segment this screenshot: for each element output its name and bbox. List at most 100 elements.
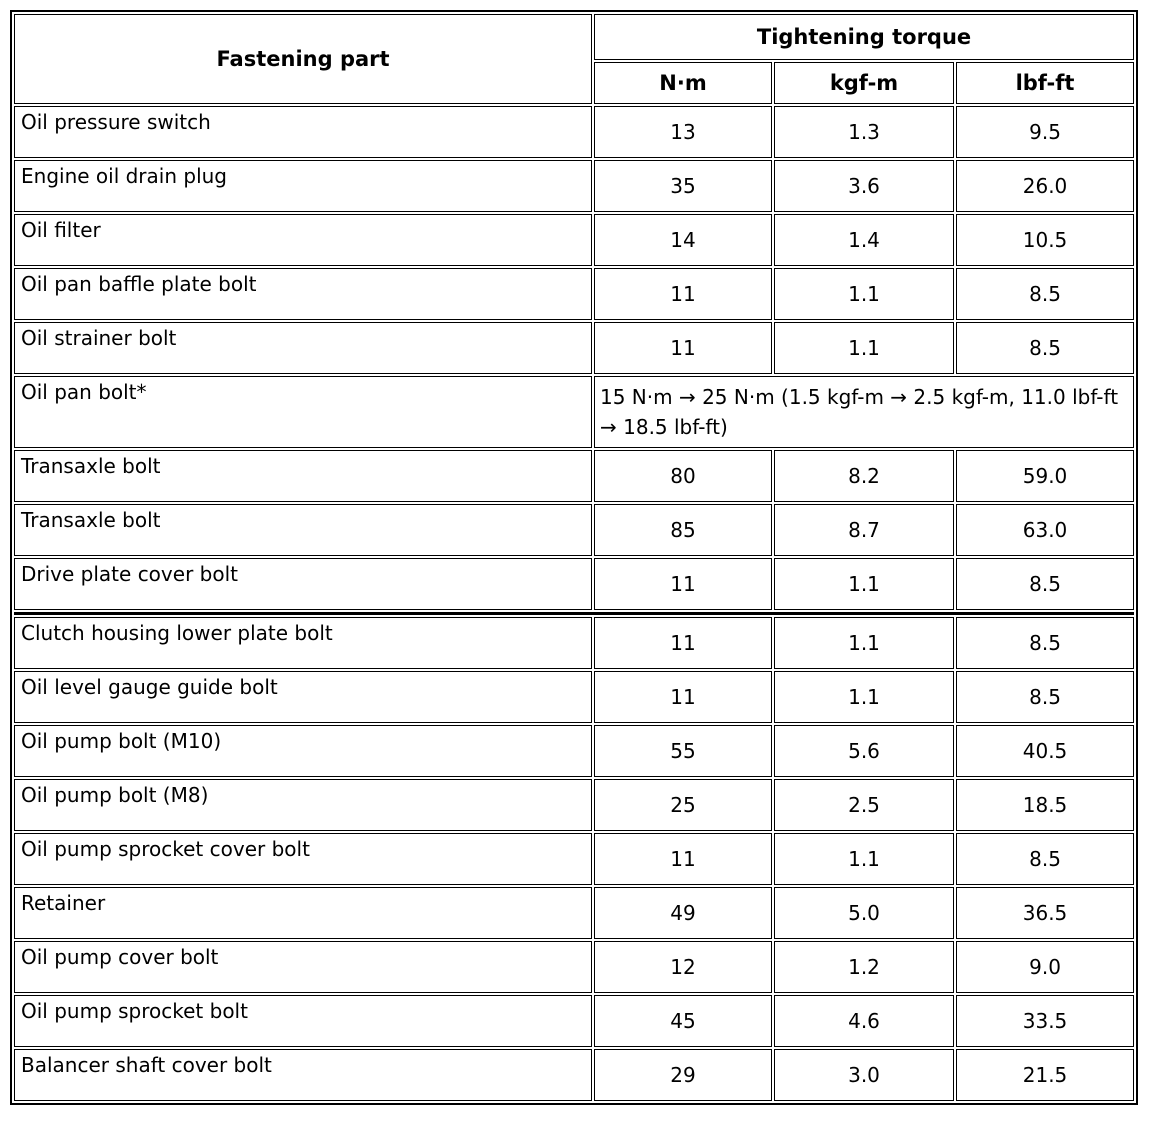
tightening-torque-header: Tightening torque xyxy=(594,14,1135,60)
part-name-cell: Oil pump bolt (M10) xyxy=(14,725,592,777)
unit-header-lbfft: lbf-ft xyxy=(956,62,1135,104)
nm-value-cell: 35 xyxy=(594,160,772,212)
kgfm-value-cell: 1.1 xyxy=(774,617,954,669)
kgfm-value-cell: 1.2 xyxy=(774,941,954,993)
part-name-cell: Clutch housing lower plate bolt xyxy=(14,617,592,669)
nm-value-cell: 25 xyxy=(594,779,772,831)
kgfm-value-cell: 5.0 xyxy=(774,887,954,939)
kgfm-value-cell: 1.4 xyxy=(774,214,954,266)
table-row: Oil pressure switch 13 1.3 9.5 xyxy=(14,106,1135,158)
table-row: Oil pump bolt (M10) 55 5.6 40.5 xyxy=(14,725,1135,777)
unit-header-nm: N·m xyxy=(594,62,772,104)
nm-value-cell: 14 xyxy=(594,214,772,266)
lbfft-value-cell: 33.5 xyxy=(956,995,1135,1047)
kgfm-value-cell: 8.2 xyxy=(774,450,954,502)
kgfm-value-cell: 3.0 xyxy=(774,1049,954,1101)
nm-value-cell: 11 xyxy=(594,558,772,610)
table-row: Oil level gauge guide bolt 11 1.1 8.5 xyxy=(14,671,1135,723)
part-name-cell: Drive plate cover bolt xyxy=(14,558,592,610)
kgfm-value-cell: 1.1 xyxy=(774,558,954,610)
torque-table: Fastening part Tightening torque N·m kgf… xyxy=(10,10,1139,1105)
torque-range-cell: 15 N·m → 25 N·m (1.5 kgf-m → 2.5 kgf-m, … xyxy=(594,376,1135,448)
table-row: Drive plate cover bolt 11 1.1 8.5 xyxy=(14,558,1135,610)
part-name-cell: Retainer xyxy=(14,887,592,939)
lbfft-value-cell: 8.5 xyxy=(956,268,1135,320)
lbfft-value-cell: 10.5 xyxy=(956,214,1135,266)
part-name-cell: Oil pump sprocket cover bolt xyxy=(14,833,592,885)
part-name-cell: Oil pump sprocket bolt xyxy=(14,995,592,1047)
header-row-top: Fastening part Tightening torque xyxy=(14,14,1135,104)
header-row-units: N·m kgf-m lbf-ft xyxy=(14,62,1135,104)
table-row: Oil pan baffle plate bolt 11 1.1 8.5 xyxy=(14,268,1135,320)
lbfft-value-cell: 8.5 xyxy=(956,617,1135,669)
nm-value-cell: 49 xyxy=(594,887,772,939)
kgfm-value-cell: 3.6 xyxy=(774,160,954,212)
nm-value-cell: 11 xyxy=(594,833,772,885)
kgfm-value-cell: 2.5 xyxy=(774,779,954,831)
part-name-cell: Oil level gauge guide bolt xyxy=(14,671,592,723)
table-row: Oil strainer bolt 11 1.1 8.5 xyxy=(14,322,1135,374)
kgfm-value-cell: 1.3 xyxy=(774,106,954,158)
nm-value-cell: 55 xyxy=(594,725,772,777)
table-row: Clutch housing lower plate bolt 11 1.1 8… xyxy=(14,617,1135,669)
table-row: Balancer shaft cover bolt 29 3.0 21.5 xyxy=(14,1049,1135,1101)
lbfft-value-cell: 8.5 xyxy=(956,558,1135,610)
part-name-cell: Oil pan baffle plate bolt xyxy=(14,268,592,320)
lbfft-value-cell: 8.5 xyxy=(956,322,1135,374)
lbfft-value-cell: 63.0 xyxy=(956,504,1135,556)
part-name-cell: Transaxle bolt xyxy=(14,504,592,556)
part-name-cell: Oil strainer bolt xyxy=(14,322,592,374)
part-name-cell: Balancer shaft cover bolt xyxy=(14,1049,592,1101)
nm-value-cell: 11 xyxy=(594,671,772,723)
nm-value-cell: 11 xyxy=(594,268,772,320)
part-name-cell: Oil pressure switch xyxy=(14,106,592,158)
table-row: Oil pump sprocket cover bolt 11 1.1 8.5 xyxy=(14,833,1135,885)
nm-value-cell: 11 xyxy=(594,617,772,669)
kgfm-value-cell: 4.6 xyxy=(774,995,954,1047)
fastening-part-header: Fastening part xyxy=(14,14,592,104)
part-name-cell: Oil filter xyxy=(14,214,592,266)
nm-value-cell: 80 xyxy=(594,450,772,502)
lbfft-value-cell: 59.0 xyxy=(956,450,1135,502)
table-row: Transaxle bolt 80 8.2 59.0 xyxy=(14,450,1135,502)
lbfft-value-cell: 9.0 xyxy=(956,941,1135,993)
kgfm-value-cell: 8.7 xyxy=(774,504,954,556)
nm-value-cell: 12 xyxy=(594,941,772,993)
section-separator-fill xyxy=(15,613,1134,614)
lbfft-value-cell: 21.5 xyxy=(956,1049,1135,1101)
table-row: Oil filter 14 1.4 10.5 xyxy=(14,214,1135,266)
kgfm-value-cell: 1.1 xyxy=(774,671,954,723)
lbfft-value-cell: 8.5 xyxy=(956,671,1135,723)
part-name-cell: Oil pump cover bolt xyxy=(14,941,592,993)
lbfft-value-cell: 9.5 xyxy=(956,106,1135,158)
unit-header-kgfm: kgf-m xyxy=(774,62,954,104)
kgfm-value-cell: 1.1 xyxy=(774,268,954,320)
lbfft-value-cell: 18.5 xyxy=(956,779,1135,831)
lbfft-value-cell: 8.5 xyxy=(956,833,1135,885)
table-row-oil-pan-bolt: Oil pan bolt* 15 N·m → 25 N·m (1.5 kgf-m… xyxy=(14,376,1135,448)
table-row: Oil pump bolt (M8) 25 2.5 18.5 xyxy=(14,779,1135,831)
nm-value-cell: 29 xyxy=(594,1049,772,1101)
nm-value-cell: 13 xyxy=(594,106,772,158)
lbfft-value-cell: 26.0 xyxy=(956,160,1135,212)
kgfm-value-cell: 5.6 xyxy=(774,725,954,777)
kgfm-value-cell: 1.1 xyxy=(774,322,954,374)
kgfm-value-cell: 1.1 xyxy=(774,833,954,885)
part-name-cell: Oil pan bolt* xyxy=(14,376,592,448)
table-row: Engine oil drain plug 35 3.6 26.0 xyxy=(14,160,1135,212)
lbfft-value-cell: 40.5 xyxy=(956,725,1135,777)
section-separator xyxy=(14,612,1135,615)
section-separator-bar xyxy=(14,612,1135,615)
nm-value-cell: 45 xyxy=(594,995,772,1047)
table-row: Oil pump sprocket bolt 45 4.6 33.5 xyxy=(14,995,1135,1047)
part-name-cell: Engine oil drain plug xyxy=(14,160,592,212)
nm-value-cell: 85 xyxy=(594,504,772,556)
part-name-cell: Oil pump bolt (M8) xyxy=(14,779,592,831)
lbfft-value-cell: 36.5 xyxy=(956,887,1135,939)
table-row: Oil pump cover bolt 12 1.2 9.0 xyxy=(14,941,1135,993)
table-row: Transaxle bolt 85 8.7 63.0 xyxy=(14,504,1135,556)
part-name-cell: Transaxle bolt xyxy=(14,450,592,502)
nm-value-cell: 11 xyxy=(594,322,772,374)
table-row: Retainer 49 5.0 36.5 xyxy=(14,887,1135,939)
